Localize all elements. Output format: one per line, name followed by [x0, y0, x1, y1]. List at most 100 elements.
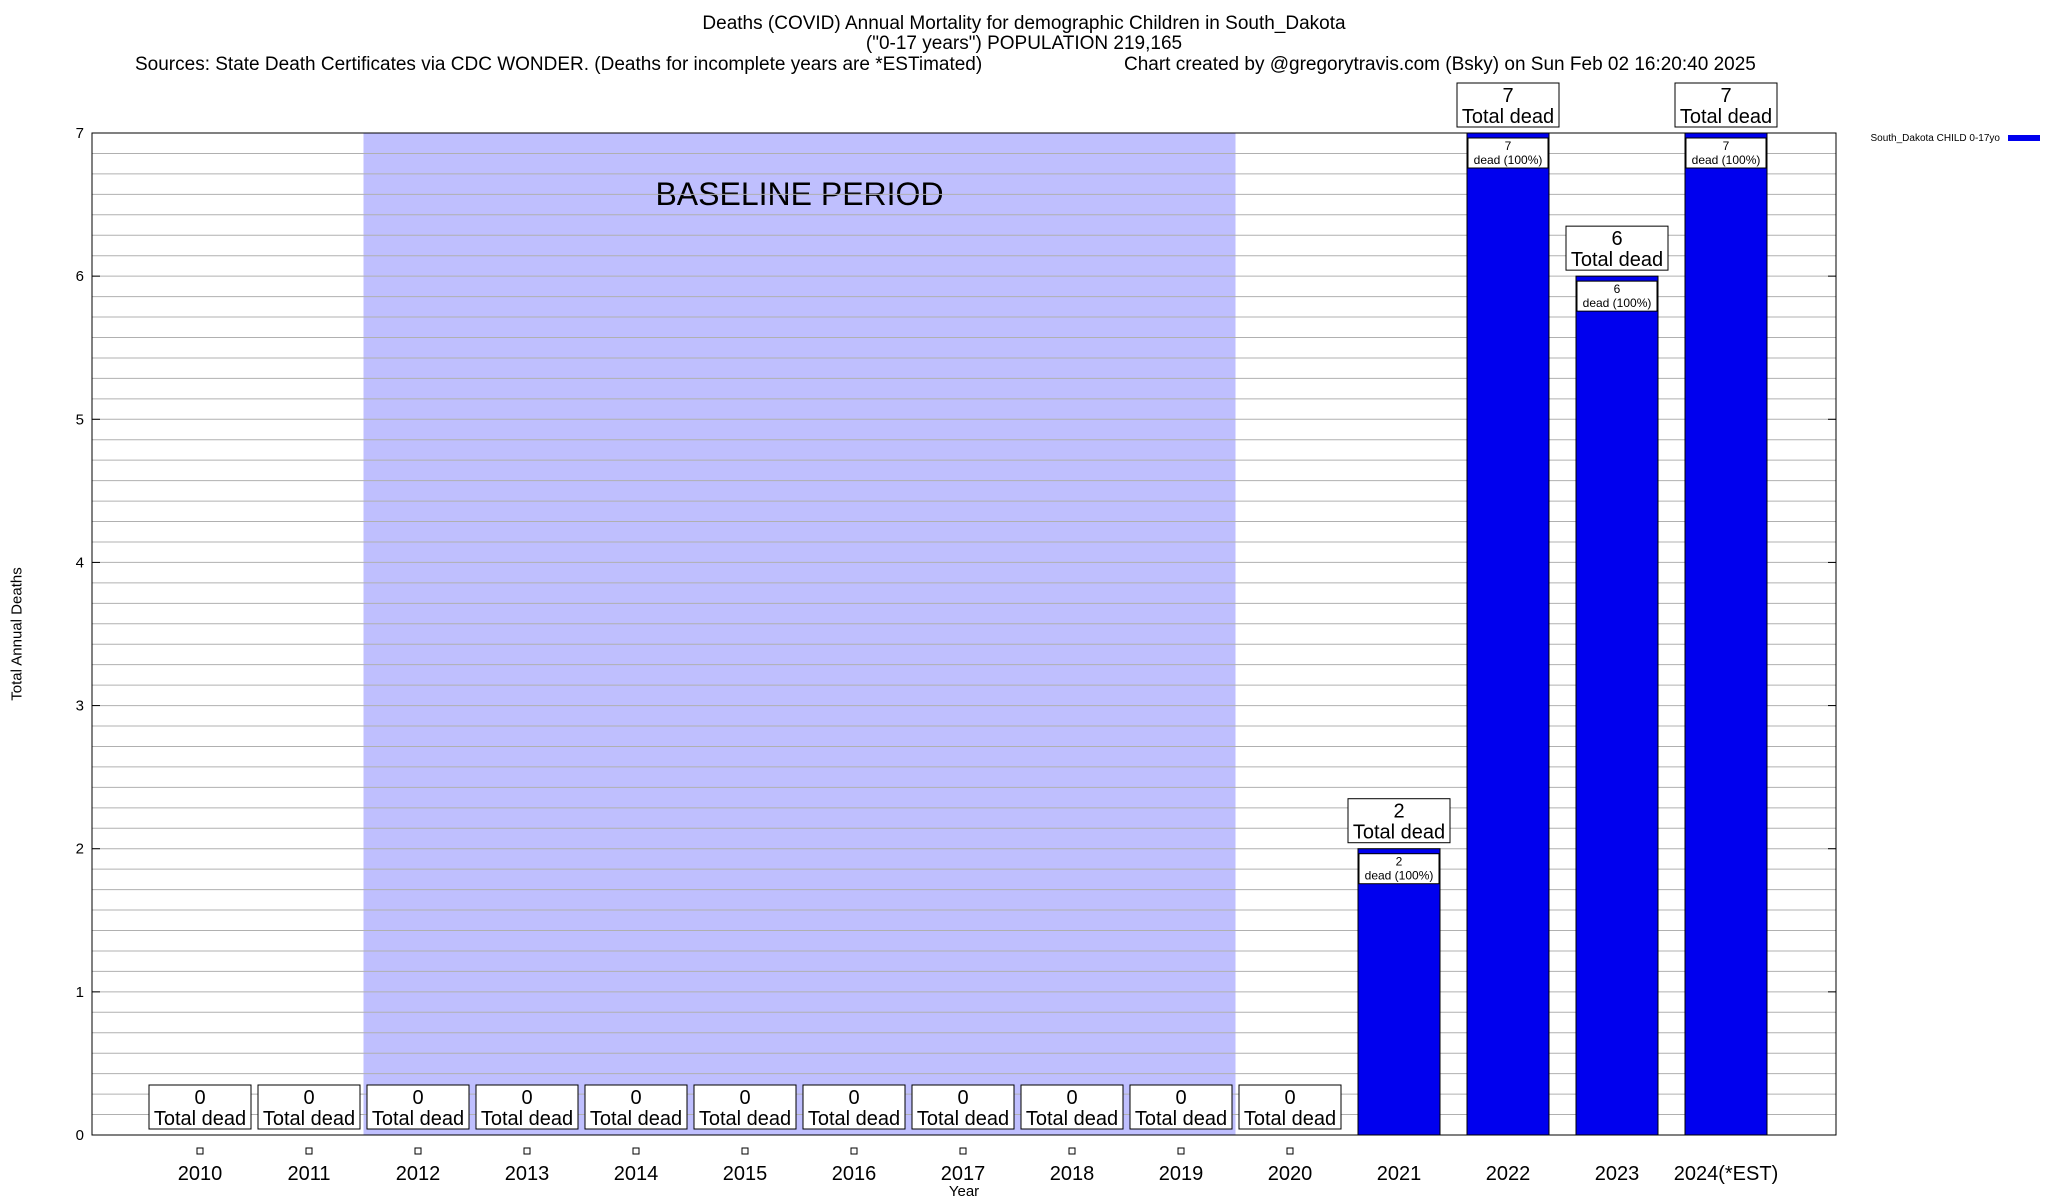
y-tick-label: 2	[76, 841, 84, 858]
bar-total-value: 7	[1720, 85, 1731, 107]
bar-total-value: 0	[957, 1087, 968, 1109]
bar-total-label-box	[475, 1084, 579, 1130]
x-tick-label: 2019	[1159, 1163, 1204, 1185]
bar-total-label-box	[693, 1084, 797, 1130]
bar-total-value: 7	[1502, 85, 1513, 107]
bar-total-text: Total dead	[917, 1108, 1009, 1130]
bar-total-value: 0	[412, 1087, 423, 1109]
zero-value-marker	[741, 1147, 749, 1155]
legend-label: South_Dakota CHILD 0-17yo	[1870, 133, 2000, 144]
bar-total-text: Total dead	[263, 1108, 355, 1130]
bar-total-text: Total dead	[372, 1108, 464, 1130]
bar-total-text: Total dead	[1462, 106, 1554, 128]
bar-total-label-box	[1347, 798, 1451, 844]
x-tick-label: 2017	[941, 1163, 986, 1185]
bar	[1684, 132, 1768, 1136]
bar-total-value: 0	[1175, 1087, 1186, 1109]
zero-value-marker	[1068, 1147, 1076, 1155]
bar-inner-label-value: 7	[1723, 139, 1730, 153]
y-tick-label: 5	[76, 411, 84, 428]
bar-total-label-box	[366, 1084, 470, 1130]
x-tick-label: 2015	[723, 1163, 768, 1185]
bar-total-value: 0	[739, 1087, 750, 1109]
bar-total-value: 0	[194, 1087, 205, 1109]
bar-total-value: 2	[1393, 801, 1404, 823]
bar-total-label-box	[802, 1084, 906, 1130]
y-tick-label: 3	[76, 698, 84, 715]
bar	[1357, 848, 1441, 1136]
bar-total-label-box	[1238, 1084, 1342, 1130]
bar-total-text: Total dead	[154, 1108, 246, 1130]
y-tick-label: 1	[76, 984, 84, 1001]
x-tick-label: 2011	[287, 1163, 330, 1185]
bar-total-value: 0	[1284, 1087, 1295, 1109]
bar-inner-label-box	[1685, 137, 1767, 169]
x-tick-label: 2020	[1268, 1163, 1313, 1185]
chart-sources-note: Sources: State Death Certificates via CD…	[135, 54, 983, 75]
bar-total-label-box	[257, 1084, 361, 1130]
bar-total-text: Total dead	[1026, 1108, 1118, 1130]
zero-value-marker	[1177, 1147, 1185, 1155]
bar-inner-label-box	[1576, 280, 1658, 312]
bar-inner-label-value: 7	[1505, 139, 1512, 153]
bar-inner-label-text: dead (100%)	[1474, 153, 1543, 167]
y-tick-label: 4	[76, 554, 84, 571]
bar-total-text: Total dead	[1353, 822, 1445, 844]
y-tick-label: 7	[76, 125, 84, 142]
x-tick-label: 2023	[1595, 1163, 1640, 1185]
bar-total-label-box	[1020, 1084, 1124, 1130]
bar-total-label-box	[1456, 82, 1560, 128]
bar-total-value: 0	[521, 1087, 532, 1109]
chart-credit-note: Chart created by @gregorytravis.com (Bsk…	[1124, 54, 1756, 75]
baseline-period-shading	[363, 133, 1236, 1135]
bar-total-text: Total dead	[1680, 106, 1772, 128]
bar-total-value: 0	[848, 1087, 859, 1109]
bar-total-label-box	[584, 1084, 688, 1130]
zero-value-marker	[632, 1147, 640, 1155]
bar-total-text: Total dead	[481, 1108, 573, 1130]
bar-total-label-box	[1129, 1084, 1233, 1130]
bar-total-text: Total dead	[1135, 1108, 1227, 1130]
plot-border	[91, 132, 1837, 1136]
x-tick-label: 2010	[178, 1163, 223, 1185]
bar-total-label-box	[1674, 82, 1778, 128]
y-tick-label: 6	[76, 268, 84, 285]
bar-total-value: 0	[630, 1087, 641, 1109]
bar-inner-label-value: 2	[1396, 855, 1403, 869]
bar-inner-label-box	[1467, 137, 1549, 169]
bar	[1575, 275, 1659, 1136]
x-tick-label: 2016	[832, 1163, 877, 1185]
chart-subtitle: ("0-17 years") POPULATION 219,165	[865, 33, 1183, 54]
bar-inner-label-box	[1358, 853, 1440, 885]
bar-total-value: 0	[1066, 1087, 1077, 1109]
bar-total-text: Total dead	[590, 1108, 682, 1130]
zero-value-marker	[305, 1147, 313, 1155]
bar-total-label-box	[911, 1084, 1015, 1130]
zero-value-marker	[850, 1147, 858, 1155]
bar	[1466, 132, 1550, 1136]
bar-total-label-box	[148, 1084, 252, 1130]
zero-value-marker	[959, 1147, 967, 1155]
zero-value-marker	[523, 1147, 531, 1155]
x-tick-label: 2013	[505, 1163, 550, 1185]
bar-total-text: Total dead	[1244, 1108, 1336, 1130]
x-tick-label: 2018	[1050, 1163, 1095, 1185]
x-axis-label: Year	[948, 1183, 980, 1200]
bar-total-text: Total dead	[1571, 249, 1663, 271]
chart-title: Deaths (COVID) Annual Mortality for demo…	[702, 13, 1346, 34]
bar-total-text: Total dead	[808, 1108, 900, 1130]
bar-inner-label-text: dead (100%)	[1365, 869, 1434, 883]
x-tick-label: 2022	[1486, 1163, 1531, 1185]
bar-total-value: 0	[303, 1087, 314, 1109]
bar-inner-label-text: dead (100%)	[1692, 153, 1761, 167]
bar-inner-label-text: dead (100%)	[1583, 296, 1652, 310]
zero-value-marker	[414, 1147, 422, 1155]
bar-inner-label-value: 6	[1614, 282, 1621, 296]
bar-total-value: 6	[1611, 228, 1622, 250]
x-tick-label: 2024(*EST)	[1674, 1163, 1779, 1185]
bar-total-label-box	[1565, 225, 1669, 271]
zero-value-marker	[1286, 1147, 1294, 1155]
y-tick-label: 0	[76, 1127, 84, 1144]
x-tick-label: 2021	[1377, 1163, 1422, 1185]
